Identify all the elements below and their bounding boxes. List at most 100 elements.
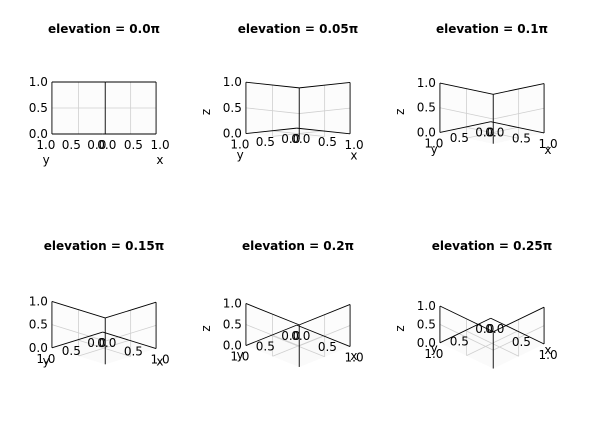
y-tick-label: 1.0	[36, 352, 55, 366]
y-tick-label: 1.0	[424, 137, 443, 151]
x-axis-label: x	[350, 349, 357, 363]
gridline	[465, 126, 519, 139]
subplot-title: elevation = 0.05π	[238, 22, 358, 36]
subplot-1: elevation = 0.0π0.0 0.5 1.01.0 0.5 0.01.00.5…	[29, 22, 170, 167]
gridline	[77, 339, 131, 357]
subplot-3: elevation = 0.1π0.0 0.5 1.01.0 0.5 0.01.00.5…	[393, 22, 558, 157]
x-tick-label: 0.5	[318, 340, 337, 354]
z-tick-label: 1.0	[29, 75, 48, 89]
y-tick-label: 0.5	[256, 339, 275, 353]
y-axis-line	[439, 317, 491, 344]
box-edge	[493, 306, 545, 333]
z-tick-label: 0.5	[29, 318, 48, 332]
x-tick-label: 0.5	[124, 138, 143, 152]
z-tick-label: 0.5	[29, 101, 48, 115]
box-edge	[439, 305, 494, 333]
x-axis-line	[490, 317, 545, 345]
z-tick-label: 0.0	[29, 341, 48, 355]
x-tick-label: 0.0	[291, 132, 310, 146]
x-tick-label: 1.0	[345, 351, 364, 365]
y-axis-line	[245, 324, 297, 346]
x-tick-label: 1.0	[151, 138, 170, 152]
box-edge	[51, 301, 106, 319]
y-axis-line	[51, 331, 103, 349]
subplot-title: elevation = 0.1π	[436, 22, 548, 36]
subplot-4: elevation = 0.15π0.00.51.01.00.50.01.00.…	[29, 239, 170, 369]
z-axis-label: z	[393, 109, 407, 115]
box-edge	[245, 303, 300, 326]
z-tick-label: 0.0	[417, 336, 436, 350]
z-tick-label: 0.0	[29, 127, 48, 141]
x-tick-label: 0.0	[97, 336, 116, 350]
gridline	[299, 325, 351, 347]
box-edge	[299, 82, 351, 89]
x-axis-line	[102, 331, 157, 349]
gridline	[439, 324, 494, 351]
y-tick-label: 0.5	[62, 138, 81, 152]
z-tick-label: 1.0	[29, 295, 48, 309]
x-tick-label: 1.0	[539, 137, 558, 151]
x-tick-label: 1.0	[539, 348, 558, 362]
y-axis-label: y	[43, 354, 50, 368]
y-tick-label: 1.0	[424, 347, 443, 361]
gridline	[51, 324, 106, 342]
y-tick-label: 1.0	[36, 138, 55, 152]
z-tick-label: 0.5	[223, 318, 242, 332]
gridline	[493, 107, 545, 120]
gridline	[271, 130, 325, 137]
z-tick-label: 1.0	[417, 76, 436, 90]
z-tick-label: 1.0	[223, 75, 242, 89]
box-edge	[493, 83, 545, 95]
subplot-5: elevation = 0.2π0.00.51.01.00.50.01.00.5…	[199, 239, 364, 367]
x-tick-label: 0.0	[97, 138, 116, 152]
x-axis-label: x	[156, 153, 163, 167]
y-tick-label: 0.0	[475, 126, 494, 140]
z-tick-label: 0.0	[223, 339, 242, 353]
gridline	[245, 107, 300, 114]
y-tick-label: 0.0	[87, 336, 106, 350]
y-tick-label: 1.0	[230, 350, 249, 364]
x-tick-label: 0.5	[512, 131, 531, 145]
box-edge	[245, 81, 300, 89]
x-tick-label: 0.0	[291, 329, 310, 343]
y-tick-label: 0.5	[62, 344, 81, 358]
gridline	[465, 330, 519, 357]
x-axis-label: x	[544, 343, 551, 357]
subplot-title: elevation = 0.15π	[44, 239, 164, 253]
x-axis-label: x	[156, 355, 163, 369]
gridline	[105, 324, 157, 342]
y-tick-label: 0.0	[87, 138, 106, 152]
z-tick-label: 0.5	[223, 101, 242, 115]
subplot-6: elevation = 0.25π0.00.51.01.00.50.01.00.…	[393, 239, 558, 369]
x-axis-label: x	[544, 143, 551, 157]
box-edge	[439, 82, 494, 95]
y-tick-label: 0.5	[450, 131, 469, 145]
subplot-title: elevation = 0.2π	[242, 239, 354, 253]
x-axis-line	[296, 324, 351, 347]
z-tick-label: 0.0	[223, 127, 242, 141]
x-axis-line	[296, 127, 351, 135]
x-tick-label: 0.0	[485, 322, 504, 336]
x-tick-label: 0.5	[124, 344, 143, 358]
y-axis-line	[245, 127, 297, 134]
y-tick-label: 0.0	[281, 132, 300, 146]
z-tick-label: 0.5	[417, 101, 436, 115]
y-axis-label: y	[43, 153, 50, 167]
y-axis-label: y	[237, 348, 244, 362]
gridline	[271, 334, 325, 358]
x-tick-label: 1.0	[151, 353, 170, 367]
x-tick-label: 0.5	[318, 135, 337, 149]
y-tick-label: 0.0	[281, 329, 300, 343]
x-axis-label: x	[350, 148, 357, 162]
gridline	[493, 325, 545, 351]
gridline	[299, 107, 351, 114]
y-tick-label: 0.0	[475, 322, 494, 336]
y-tick-label: 1.0	[230, 138, 249, 152]
x-axis-line	[490, 121, 545, 134]
box-edge	[299, 304, 351, 326]
z-tick-label: 0.0	[417, 126, 436, 140]
z-tick-label: 0.5	[417, 317, 436, 331]
subplot-title: elevation = 0.25π	[432, 239, 552, 253]
